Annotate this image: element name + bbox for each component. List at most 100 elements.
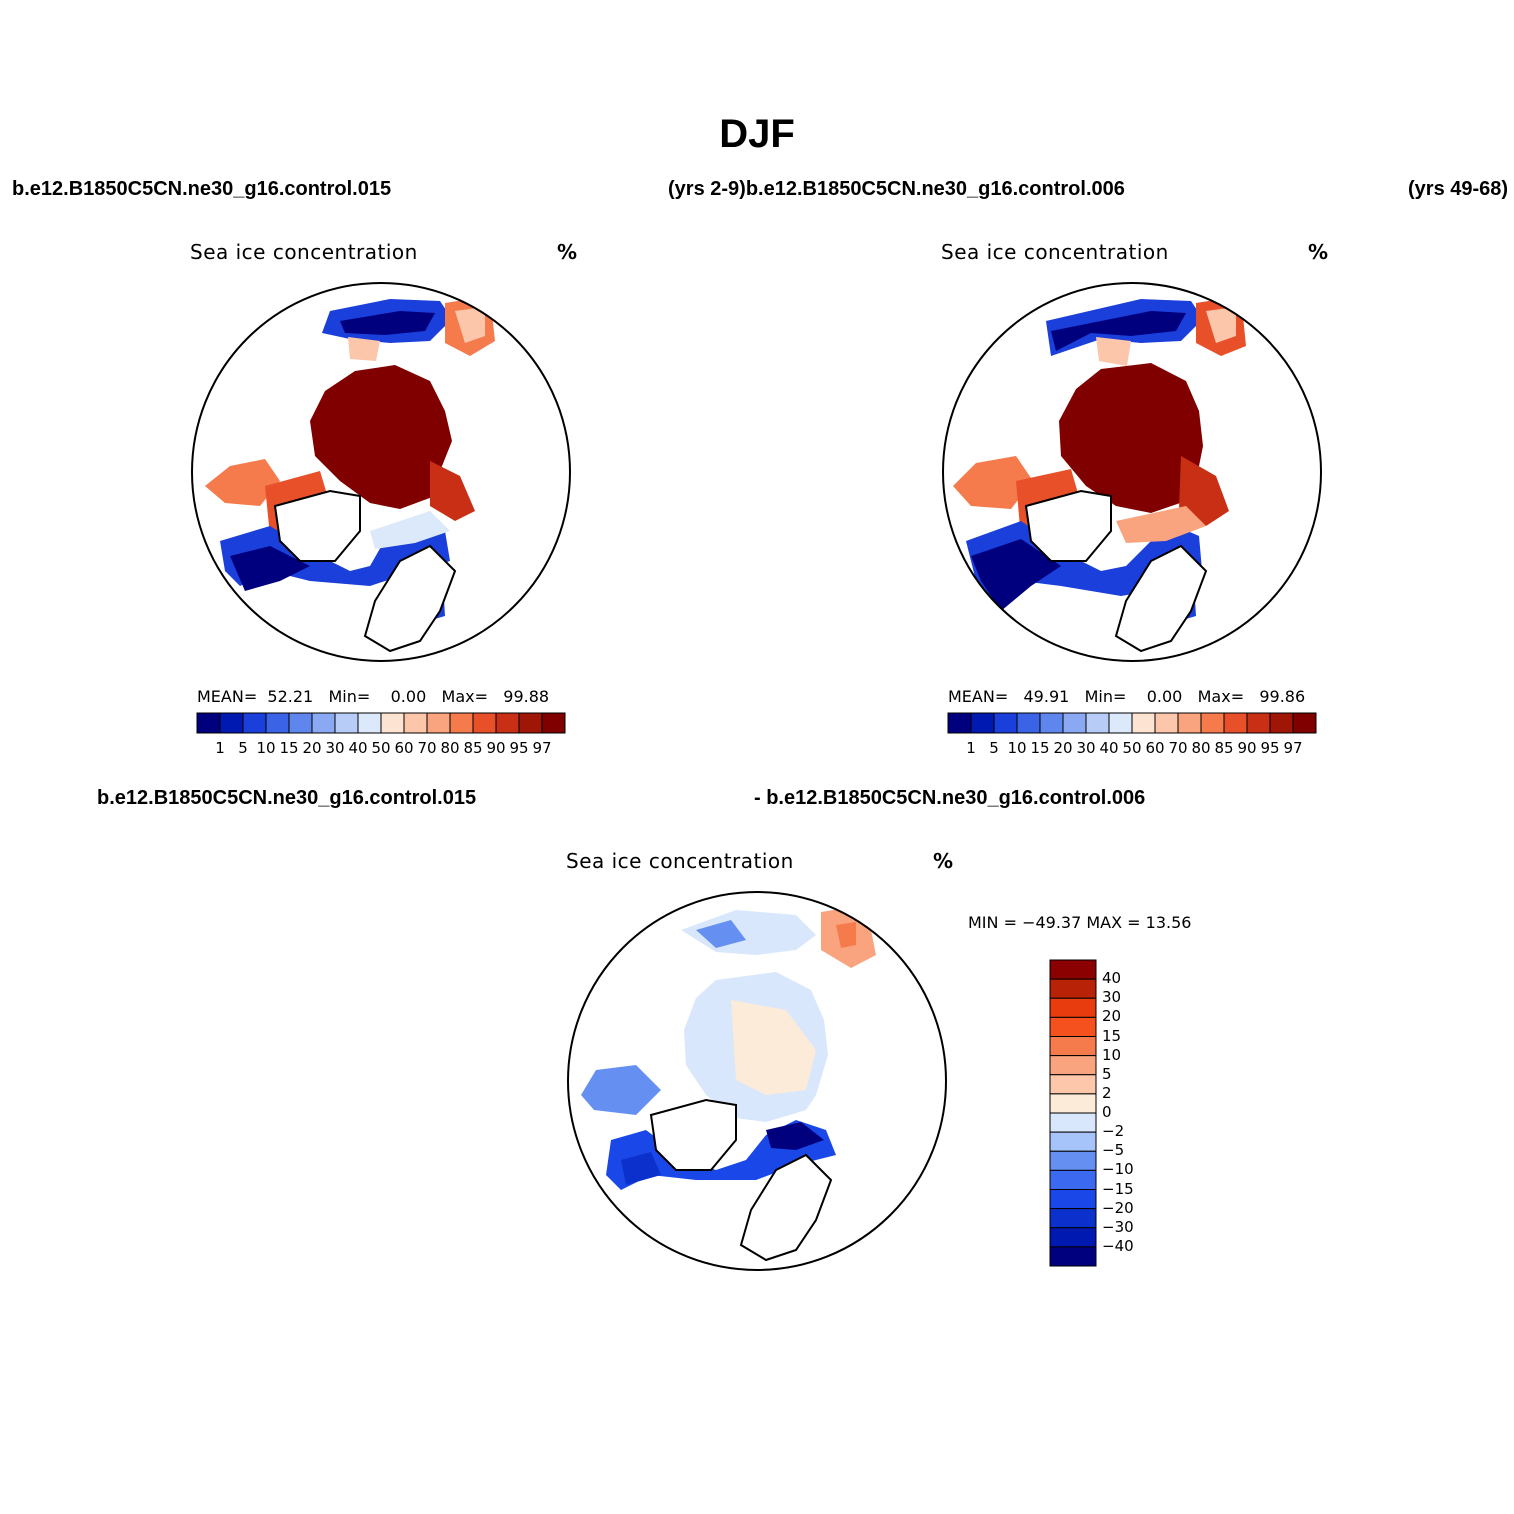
panel-2-colorbar-label: 60: [1145, 739, 1165, 757]
diff-colorbar-swatch: [1049, 1016, 1097, 1037]
diff-case-b-label: - b.e12.B1850C5CN.ne30_g16.control.006: [754, 787, 1146, 809]
panel-1-colorbar-label: 97: [532, 739, 552, 757]
panel-2-mean: MEAN= 49.91 Min= 0.00 Max= 99.86: [948, 687, 1306, 706]
years-b-label: (yrs 49-68): [1408, 178, 1508, 200]
diff-colorbar-swatch: [1049, 1189, 1097, 1210]
panel-1-colorbar-swatch: [380, 712, 405, 734]
panel-1-colorbar-swatch: [311, 712, 336, 734]
panel-2-map: [942, 282, 1322, 662]
diff-colorbar-label: 5: [1102, 1064, 1112, 1083]
panel-2-colorbar: [947, 712, 1317, 734]
diff-colorbar-label: −5: [1102, 1141, 1125, 1160]
panel-2-colorbar-swatch: [1223, 712, 1248, 734]
panel-2-colorbar-label: 40: [1099, 739, 1119, 757]
panel-1-colorbar-label: 95: [509, 739, 529, 757]
diff-colorbar-labels: 40 30 20 15 10 5 2 0 −2 −5 −10 −15 −20 −30 −40: [1102, 960, 1162, 1266]
diff-colorbar-label: 30: [1102, 988, 1122, 1007]
panel-2-colorbar-label: 30: [1076, 739, 1096, 757]
panel-2-colorbar-label: 1: [966, 739, 976, 757]
panel-2-colorbar-label: 15: [1030, 739, 1050, 757]
diff-panel-minmax: MIN = −49.37 MAX = 13.56: [968, 913, 1192, 932]
diff-colorbar-label: 40: [1102, 969, 1122, 988]
panel-2-colorbar-labels: 1 5 10 15 20 30 40 50 60 70 80 85 90 95 97: [948, 739, 1316, 759]
panel-2-colorbar-swatch: [1292, 712, 1317, 734]
panel-1-colorbar-label: 60: [394, 739, 414, 757]
panel-2-colorbar-label: 95: [1260, 739, 1280, 757]
panel-2-colorbar-swatch: [1039, 712, 1064, 734]
panel-1-colorbar-swatch: [403, 712, 428, 734]
panel-1-colorbar-swatch: [219, 712, 244, 734]
panel-2-colorbar-label: 90: [1237, 739, 1257, 757]
case-a-label: b.e12.B1850C5CN.ne30_g16.control.015: [12, 178, 392, 200]
panel-2-colorbar-swatch: [1108, 712, 1133, 734]
panel-2-variable: Sea ice concentration: [941, 240, 1169, 264]
panel-1-colorbar: [196, 712, 566, 734]
diff-colorbar-label: −15: [1102, 1179, 1134, 1198]
diff-colorbar-swatch: [1049, 1169, 1097, 1190]
case-b-label: (yrs 2-9)b.e12.B1850C5CN.ne30_g16.contro…: [668, 178, 1125, 200]
diff-colorbar-swatch: [1049, 1055, 1097, 1076]
diff-colorbar-swatch: [1049, 1208, 1097, 1229]
panel-1-colorbar-label: 20: [302, 739, 322, 757]
diff-colorbar-label: −2: [1102, 1122, 1125, 1141]
panel-1-colorbar-swatch: [357, 712, 382, 734]
diff-colorbar-label: 2: [1102, 1083, 1112, 1102]
diff-case-a-label: b.e12.B1850C5CN.ne30_g16.control.015: [97, 787, 477, 809]
panel-2-colorbar-label: 10: [1007, 739, 1027, 757]
panel-1-colorbar-label: 50: [371, 739, 391, 757]
panel-2-colorbar-label: 20: [1053, 739, 1073, 757]
diff-colorbar-swatch: [1049, 1227, 1097, 1248]
panel-2-colorbar-label: 70: [1168, 739, 1188, 757]
diff-colorbar-swatch: [1049, 1036, 1097, 1057]
panel-1-colorbar-label: 5: [238, 739, 248, 757]
diff-colorbar-label: 10: [1102, 1045, 1122, 1064]
diff-colorbar-label: −20: [1102, 1198, 1134, 1217]
panel-1-colorbar-swatch: [541, 712, 566, 734]
panel-2-colorbar-swatch: [1269, 712, 1294, 734]
diff-panel-unit: %: [933, 849, 954, 873]
panel-1-colorbar-swatch: [472, 712, 497, 734]
panel-2-colorbar-swatch: [1016, 712, 1041, 734]
panel-1-colorbar-labels: 1 5 10 15 20 30 40 50 60 70 80 85 90 95 97: [197, 739, 565, 759]
diff-colorbar-swatch: [1049, 1074, 1097, 1095]
panel-1-colorbar-label: 80: [440, 739, 460, 757]
panel-1-colorbar-swatch: [334, 712, 359, 734]
panel-2-colorbar-swatch: [1131, 712, 1156, 734]
panel-1-colorbar-label: 90: [486, 739, 506, 757]
diff-colorbar-swatch: [1049, 1093, 1097, 1114]
diff-colorbar-label: −30: [1102, 1217, 1134, 1236]
panel-1-colorbar-swatch: [288, 712, 313, 734]
diff-colorbar-label: 20: [1102, 1007, 1122, 1026]
diff-colorbar-swatch: [1049, 997, 1097, 1018]
diff-colorbar-swatch: [1049, 1150, 1097, 1171]
panel-2-colorbar-swatch: [947, 712, 972, 734]
panel-2-colorbar-label: 97: [1283, 739, 1303, 757]
panel-1-variable: Sea ice concentration: [190, 240, 418, 264]
panel-2-colorbar-swatch: [1200, 712, 1225, 734]
panel-2-colorbar-swatch: [1177, 712, 1202, 734]
diff-colorbar-label: −40: [1102, 1236, 1134, 1255]
diff-colorbar-swatch: [1049, 1246, 1097, 1267]
diff-colorbar-label: −10: [1102, 1160, 1134, 1179]
panel-1-colorbar-label: 15: [279, 739, 299, 757]
page-title: DJF: [719, 112, 795, 156]
diff-colorbar-swatch: [1049, 1131, 1097, 1152]
panel-2-colorbar-label: 5: [989, 739, 999, 757]
panel-1-colorbar-swatch: [449, 712, 474, 734]
panel-1-colorbar-swatch: [242, 712, 267, 734]
panel-1-colorbar-label: 40: [348, 739, 368, 757]
panel-2-colorbar-label: 50: [1122, 739, 1142, 757]
panel-2-colorbar-swatch: [1154, 712, 1179, 734]
panel-1-colorbar-label: 1: [215, 739, 225, 757]
diff-colorbar-swatch: [1049, 959, 1097, 980]
panel-2-colorbar-swatch: [1085, 712, 1110, 734]
panel-1-map: [191, 282, 571, 662]
diff-colorbar-swatch: [1049, 978, 1097, 999]
panel-1-colorbar-label: 70: [417, 739, 437, 757]
panel-2-colorbar-swatch: [1246, 712, 1271, 734]
panel-2-colorbar-swatch: [1062, 712, 1087, 734]
panel-1-colorbar-swatch: [196, 712, 221, 734]
panel-1-colorbar-swatch: [265, 712, 290, 734]
panel-1-unit: %: [557, 240, 578, 264]
panel-1-colorbar-swatch: [518, 712, 543, 734]
